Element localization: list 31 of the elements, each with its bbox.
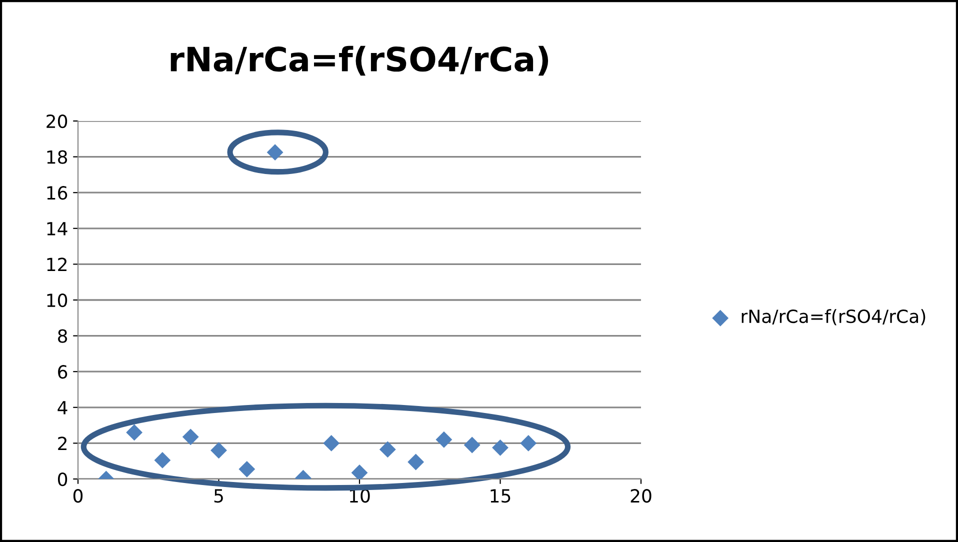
point	[182, 428, 199, 446]
point	[436, 431, 452, 448]
point	[408, 454, 424, 470]
y-tick-label: 4	[58, 401, 68, 414]
y-tick-label: 20	[46, 114, 68, 128]
point	[379, 441, 396, 458]
point	[464, 436, 480, 454]
y-tick-label: 10	[47, 293, 68, 308]
point	[238, 460, 256, 478]
point	[492, 439, 508, 456]
y-tick-label: 14	[47, 222, 68, 236]
point	[351, 464, 368, 479]
y-tick-label: 6	[58, 365, 68, 379]
y-tick-label: 0	[58, 472, 68, 486]
chart-title: rNa/rCa=f(rSO4/rCa)	[170, 46, 548, 76]
point	[520, 434, 537, 452]
legend-label: rNa/rCa=f(rSO4/rCa)	[742, 309, 926, 326]
point	[210, 442, 227, 459]
point	[126, 424, 143, 441]
x-tick-label: 20	[630, 489, 652, 503]
y-tick-label: 2	[58, 436, 66, 450]
point	[323, 434, 340, 452]
y-tick-label: 18	[47, 150, 68, 164]
x-tick-label: 0	[73, 489, 83, 503]
y-tick-label: 16	[47, 186, 68, 200]
y-tick-label: 8	[58, 329, 68, 343]
point	[266, 144, 284, 161]
point	[154, 452, 171, 468]
x-tick-label: 5	[214, 489, 223, 503]
y-tick-label: 12	[47, 258, 66, 272]
x-tick-label: 15	[490, 489, 510, 503]
